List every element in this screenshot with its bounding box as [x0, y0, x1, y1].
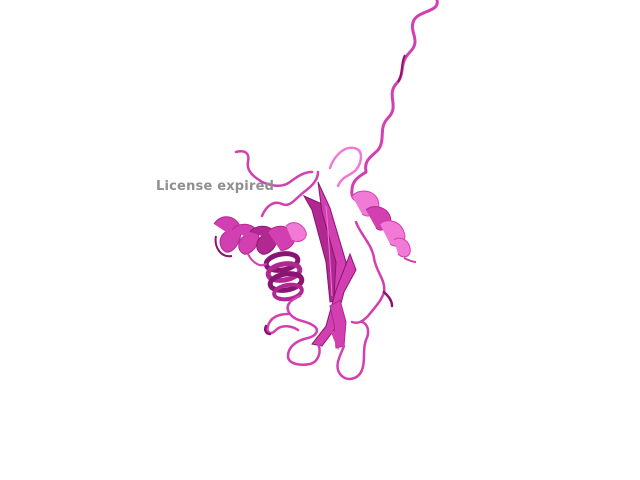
license-expired-watermark: License expired [156, 179, 275, 194]
left-alpha-helix [213, 216, 307, 258]
beta-sheet [302, 181, 357, 350]
right-loop [350, 220, 386, 324]
upper-light-loop [328, 146, 363, 188]
right-alpha-helix [351, 190, 417, 263]
bottom-loop [336, 320, 370, 381]
left-connector-loop [247, 253, 267, 267]
tail-coil-shadow [397, 54, 406, 83]
upper-mid-loop [260, 170, 320, 218]
c-terminal-end [263, 324, 272, 336]
central-alpha-helix [263, 251, 305, 302]
lower-far-left-loop [266, 312, 300, 335]
lower-left-loop [286, 294, 321, 366]
upper-left-loop [234, 150, 314, 187]
right-lower-loop [382, 290, 394, 308]
n-terminal-coil-tail [364, 0, 439, 174]
